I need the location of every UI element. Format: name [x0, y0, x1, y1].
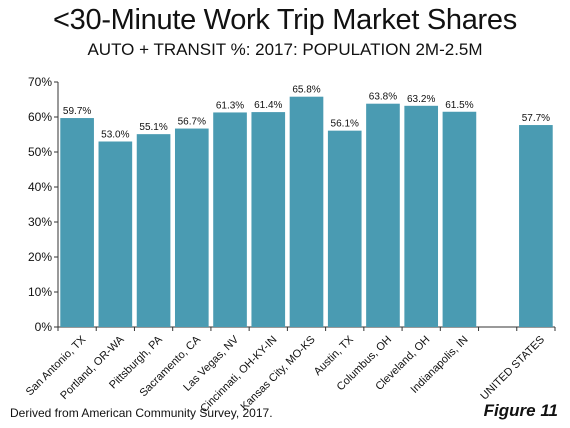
data-label: 56.1% — [331, 119, 359, 130]
category-label: Portland, OR-WA — [58, 333, 127, 402]
y-tick-label: 30% — [28, 215, 52, 229]
y-tick-label: 0% — [35, 320, 53, 334]
data-label: 59.7% — [63, 106, 91, 117]
bar — [442, 111, 477, 327]
data-label: 53.0% — [101, 130, 129, 141]
chart-title: <30-Minute Work Trip Market Shares — [53, 4, 517, 36]
bar — [327, 130, 362, 327]
bar — [136, 134, 171, 327]
bar — [174, 128, 209, 327]
data-label: 61.4% — [254, 100, 282, 111]
bar — [251, 112, 286, 327]
data-label: 56.7% — [178, 117, 206, 128]
y-tick-label: 10% — [28, 285, 52, 299]
bar — [404, 105, 439, 327]
data-label: 55.1% — [139, 122, 167, 133]
bar — [519, 125, 553, 327]
bar — [289, 96, 324, 327]
data-label: 65.8% — [292, 85, 320, 96]
chart-subtitle: AUTO + TRANSIT %: 2017: POPULATION 2M-2.… — [87, 40, 483, 59]
bar — [60, 118, 94, 327]
data-label: 57.7% — [522, 113, 550, 124]
y-tick-label: 50% — [28, 145, 52, 159]
y-tick-label: 70% — [28, 75, 52, 89]
y-tick-label: 20% — [28, 250, 52, 264]
bar — [366, 103, 400, 327]
bar — [98, 141, 133, 327]
source-note: Derived from American Community Survey, … — [10, 406, 273, 420]
figure-label: Figure 11 — [483, 401, 558, 420]
category-label: UNITED STATES — [478, 334, 547, 403]
data-label: 63.2% — [407, 94, 435, 105]
data-label: 63.8% — [369, 92, 397, 103]
data-label: 61.3% — [216, 100, 244, 111]
y-tick-label: 40% — [28, 180, 52, 194]
data-label: 61.5% — [445, 100, 473, 111]
category-label: Kansas City, MO-KS — [238, 334, 317, 413]
bar — [213, 112, 247, 327]
y-tick-label: 60% — [28, 110, 52, 124]
